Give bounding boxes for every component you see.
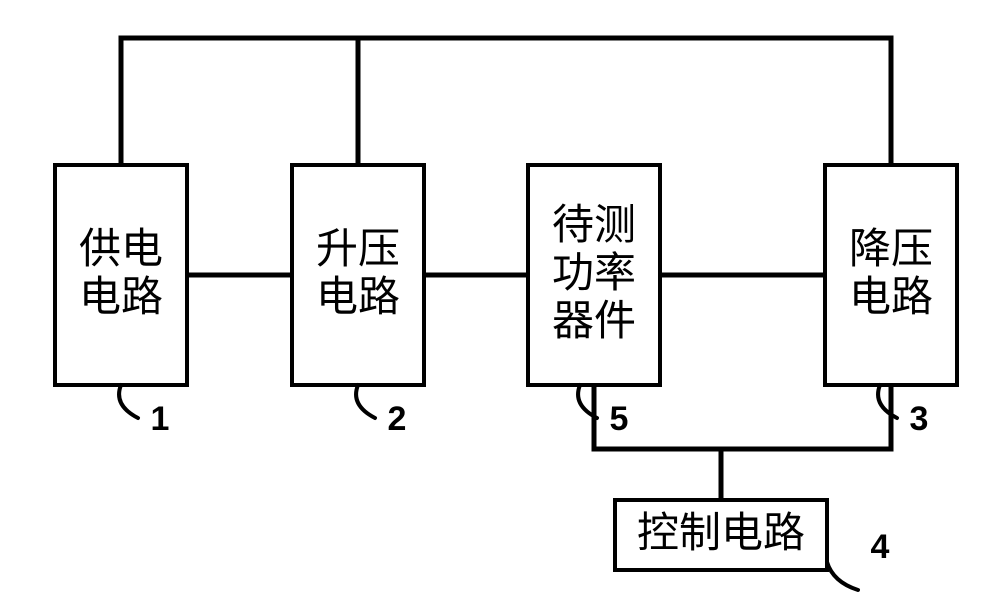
number-label-n4: 4 xyxy=(871,528,890,566)
number-label-n1: 1 xyxy=(151,400,170,438)
node-label-n3-line1: 电路 xyxy=(849,275,933,321)
node-n5: 待测功率器件 xyxy=(528,165,660,385)
node-n4: 控制电路 xyxy=(615,500,827,570)
node-label-n1-line1: 电路 xyxy=(79,275,163,321)
number-label-n5: 5 xyxy=(610,400,629,438)
node-n3: 降压电路 xyxy=(825,165,957,385)
node-label-n5-line2: 器件 xyxy=(552,299,636,345)
node-n2: 升压电路 xyxy=(292,165,424,385)
node-label-n3-line0: 降压 xyxy=(849,227,933,273)
node-label-n2-line1: 电路 xyxy=(316,275,400,321)
node-label-n5-line0: 待测 xyxy=(552,203,636,249)
node-label-n4-line0: 控制电路 xyxy=(637,511,805,557)
diagram-canvas: 供电电路升压电路待测功率器件降压电路控制电路12534 xyxy=(0,0,1000,602)
node-label-n5-line1: 功率 xyxy=(552,250,636,297)
node-label-n1-line0: 供电 xyxy=(79,227,163,273)
number-label-n3: 3 xyxy=(910,400,929,438)
number-label-n2: 2 xyxy=(388,400,407,438)
node-label-n2-line0: 升压 xyxy=(316,227,400,273)
node-n1: 供电电路 xyxy=(55,165,187,385)
